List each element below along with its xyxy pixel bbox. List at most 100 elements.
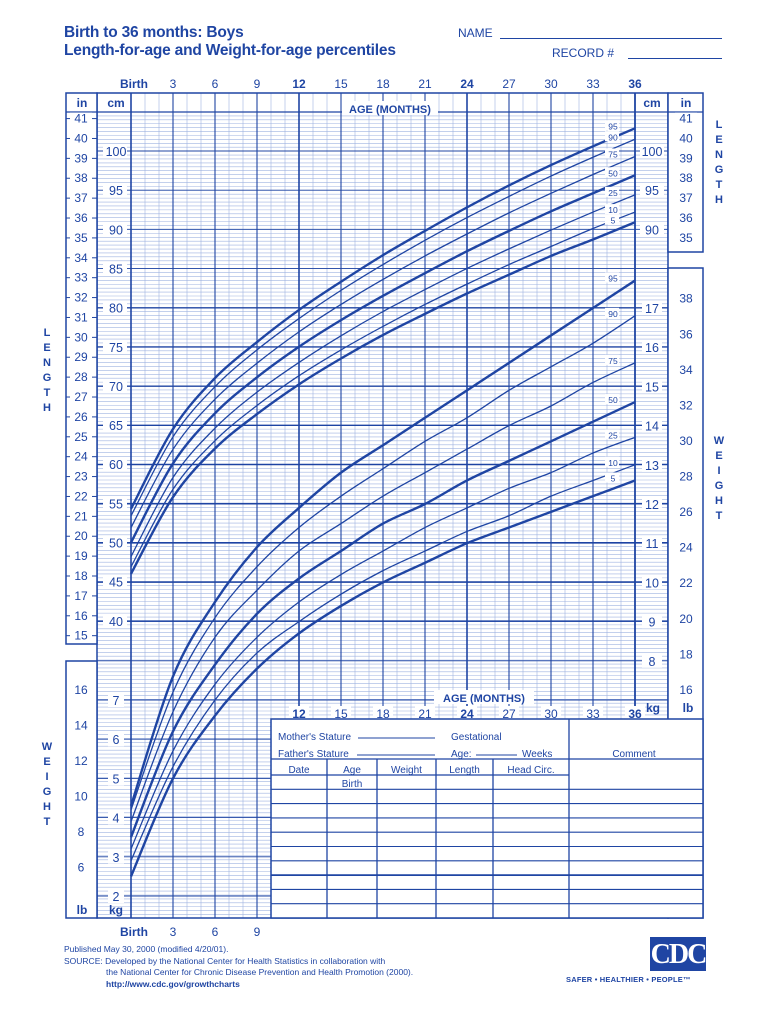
svg-text:37: 37 xyxy=(679,191,693,205)
svg-text:95: 95 xyxy=(109,184,123,198)
source-line2: the National Center for Chronic Disease … xyxy=(106,967,414,977)
svg-text:Birth: Birth xyxy=(120,925,148,939)
svg-text:100: 100 xyxy=(642,145,663,159)
svg-text:90: 90 xyxy=(608,132,618,142)
svg-text:10: 10 xyxy=(608,458,618,468)
svg-text:9: 9 xyxy=(649,616,656,630)
svg-text:Comment: Comment xyxy=(612,749,656,760)
svg-text:Length: Length xyxy=(449,765,480,776)
svg-text:17: 17 xyxy=(74,589,88,603)
svg-text:16: 16 xyxy=(679,683,693,697)
name-label: NAME xyxy=(458,26,493,40)
svg-text:6: 6 xyxy=(113,733,120,747)
svg-text:75: 75 xyxy=(608,356,618,366)
svg-text:90: 90 xyxy=(645,223,659,237)
source-line1: SOURCE: Developed by the National Center… xyxy=(64,955,386,966)
svg-text:9: 9 xyxy=(254,925,261,939)
svg-text:4: 4 xyxy=(113,812,120,826)
percentile-curve-50 xyxy=(129,174,636,544)
svg-text:10: 10 xyxy=(608,205,618,215)
svg-text:in: in xyxy=(681,96,692,110)
svg-text:90: 90 xyxy=(608,309,618,319)
svg-text:30: 30 xyxy=(544,77,558,91)
percentile-curve-5 xyxy=(129,479,636,877)
svg-text:21: 21 xyxy=(418,707,432,721)
svg-text:16: 16 xyxy=(74,683,88,697)
svg-text:22: 22 xyxy=(74,489,88,503)
svg-text:75: 75 xyxy=(109,341,123,355)
svg-text:90: 90 xyxy=(109,223,123,237)
svg-text:3: 3 xyxy=(170,77,177,91)
svg-text:38: 38 xyxy=(74,171,88,185)
percentile-curve-95 xyxy=(129,127,636,510)
svg-text:12: 12 xyxy=(292,77,306,91)
svg-text:9: 9 xyxy=(254,77,261,91)
chart-title-line2: Length-for-age and Weight-for-age percen… xyxy=(64,42,396,59)
name-input-line[interactable] xyxy=(500,38,722,39)
record-field[interactable]: RECORD # xyxy=(552,46,722,60)
svg-text:11: 11 xyxy=(646,537,659,551)
svg-text:5: 5 xyxy=(611,215,616,225)
svg-text:18: 18 xyxy=(376,707,390,721)
svg-text:8: 8 xyxy=(78,825,85,839)
svg-text:Head Circ.: Head Circ. xyxy=(507,765,554,776)
svg-text:15: 15 xyxy=(74,629,88,643)
svg-text:28: 28 xyxy=(679,470,693,484)
svg-text:cm: cm xyxy=(107,96,124,110)
footer-source: Published May 30, 2000 (modified 4/20/01… xyxy=(64,944,413,990)
svg-text:18: 18 xyxy=(74,569,88,583)
chart-title-line1: Birth to 36 months: Boys xyxy=(64,24,244,41)
svg-text:38: 38 xyxy=(679,171,693,185)
percentile-curve-10 xyxy=(130,211,636,568)
svg-text:50: 50 xyxy=(608,168,618,178)
svg-text:32: 32 xyxy=(679,398,693,412)
svg-text:in: in xyxy=(77,96,88,110)
svg-text:41: 41 xyxy=(74,112,88,126)
svg-text:cm: cm xyxy=(643,96,660,110)
svg-text:10: 10 xyxy=(645,576,659,590)
svg-text:36: 36 xyxy=(628,707,642,721)
svg-text:12: 12 xyxy=(645,498,659,512)
svg-text:24: 24 xyxy=(74,450,88,464)
source-url-link[interactable]: http://www.cdc.gov/growthcharts xyxy=(106,978,240,989)
svg-text:24: 24 xyxy=(679,541,693,555)
svg-text:40: 40 xyxy=(109,615,123,629)
svg-text:37: 37 xyxy=(74,191,88,205)
svg-text:kg: kg xyxy=(646,701,660,715)
svg-text:75: 75 xyxy=(608,149,618,159)
svg-text:6: 6 xyxy=(212,77,219,91)
svg-text:65: 65 xyxy=(109,419,123,433)
svg-text:22: 22 xyxy=(679,576,693,590)
svg-text:16: 16 xyxy=(645,341,659,355)
svg-text:27: 27 xyxy=(502,77,516,91)
percentile-curve-50 xyxy=(129,400,636,838)
svg-text:3: 3 xyxy=(170,925,177,939)
svg-text:2: 2 xyxy=(113,890,120,904)
svg-text:24: 24 xyxy=(460,707,474,721)
svg-text:36: 36 xyxy=(679,211,693,225)
svg-text:55: 55 xyxy=(109,497,123,511)
svg-text:Birth: Birth xyxy=(120,77,148,91)
svg-text:21: 21 xyxy=(74,509,88,523)
svg-text:33: 33 xyxy=(74,271,88,285)
svg-text:85: 85 xyxy=(109,262,123,276)
svg-text:95: 95 xyxy=(608,274,618,284)
svg-text:Weeks: Weeks xyxy=(522,749,552,760)
svg-text:38: 38 xyxy=(679,292,693,306)
svg-text:5: 5 xyxy=(611,473,616,483)
percentile-curve-90 xyxy=(130,138,636,517)
svg-text:34: 34 xyxy=(679,363,693,377)
svg-text:lb: lb xyxy=(77,903,88,917)
name-field[interactable]: NAME xyxy=(458,26,722,40)
record-input-line[interactable] xyxy=(628,58,722,59)
svg-text:36: 36 xyxy=(679,327,693,341)
svg-text:Gestational: Gestational xyxy=(451,732,502,743)
percentile-curve-75 xyxy=(130,155,636,528)
cdc-logo-text: CDC xyxy=(650,939,708,970)
svg-text:24: 24 xyxy=(460,77,474,91)
svg-text:14: 14 xyxy=(645,420,659,434)
svg-text:18: 18 xyxy=(679,647,693,661)
svg-text:Mother's Stature: Mother's Stature xyxy=(278,732,351,743)
